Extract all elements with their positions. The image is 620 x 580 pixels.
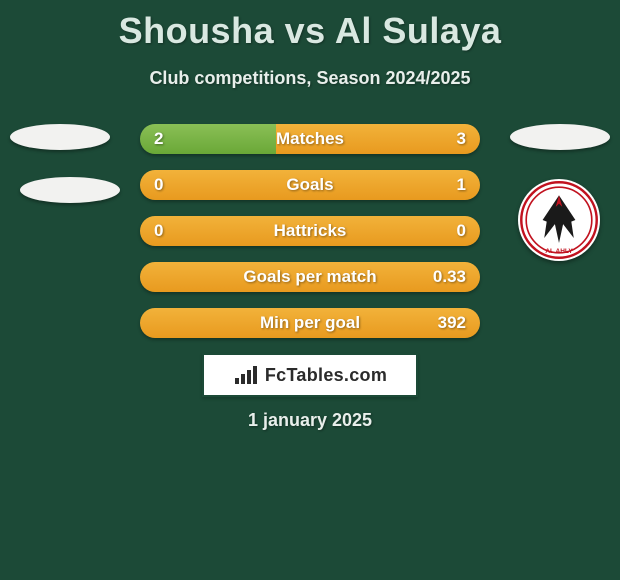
stat-row-goals-per-match: Goals per match0.33 <box>140 262 480 292</box>
date-text: 1 january 2025 <box>0 410 620 431</box>
brand-box[interactable]: FcTables.com <box>202 353 418 397</box>
title-vs: vs <box>285 10 326 51</box>
brand-text: FcTables.com <box>265 365 387 386</box>
stat-label: Min per goal <box>140 308 480 338</box>
stat-rows: 2Matches30Goals10Hattricks0Goals per mat… <box>140 124 480 354</box>
club-logo-al-ahly: AL AHLY <box>518 179 600 261</box>
stat-label: Goals per match <box>140 262 480 292</box>
stat-row-matches: 2Matches3 <box>140 124 480 154</box>
comparison-canvas: Shousha vs Al Sulaya Club competitions, … <box>0 0 620 580</box>
left-club-placeholder-1 <box>10 124 110 150</box>
stat-label: Matches <box>140 124 480 154</box>
right-club-placeholder-1 <box>510 124 610 150</box>
stat-row-goals: 0Goals1 <box>140 170 480 200</box>
right-value: 392 <box>438 308 466 338</box>
right-value: 1 <box>457 170 466 200</box>
stat-label: Hattricks <box>140 216 480 246</box>
stat-label: Goals <box>140 170 480 200</box>
stat-row-min-per-goal: Min per goal392 <box>140 308 480 338</box>
player-a-name: Shousha <box>119 10 275 51</box>
bar-chart-icon <box>233 364 259 386</box>
player-b-name: Al Sulaya <box>335 10 502 51</box>
right-value: 3 <box>457 124 466 154</box>
club-logo-svg: AL AHLY <box>518 179 600 261</box>
stat-row-hattricks: 0Hattricks0 <box>140 216 480 246</box>
subtitle: Club competitions, Season 2024/2025 <box>0 68 620 89</box>
left-club-placeholder-2 <box>20 177 120 203</box>
page-title: Shousha vs Al Sulaya <box>0 0 620 52</box>
right-value: 0 <box>457 216 466 246</box>
right-value: 0.33 <box>433 262 466 292</box>
club-logo-text: AL AHLY <box>545 248 573 255</box>
